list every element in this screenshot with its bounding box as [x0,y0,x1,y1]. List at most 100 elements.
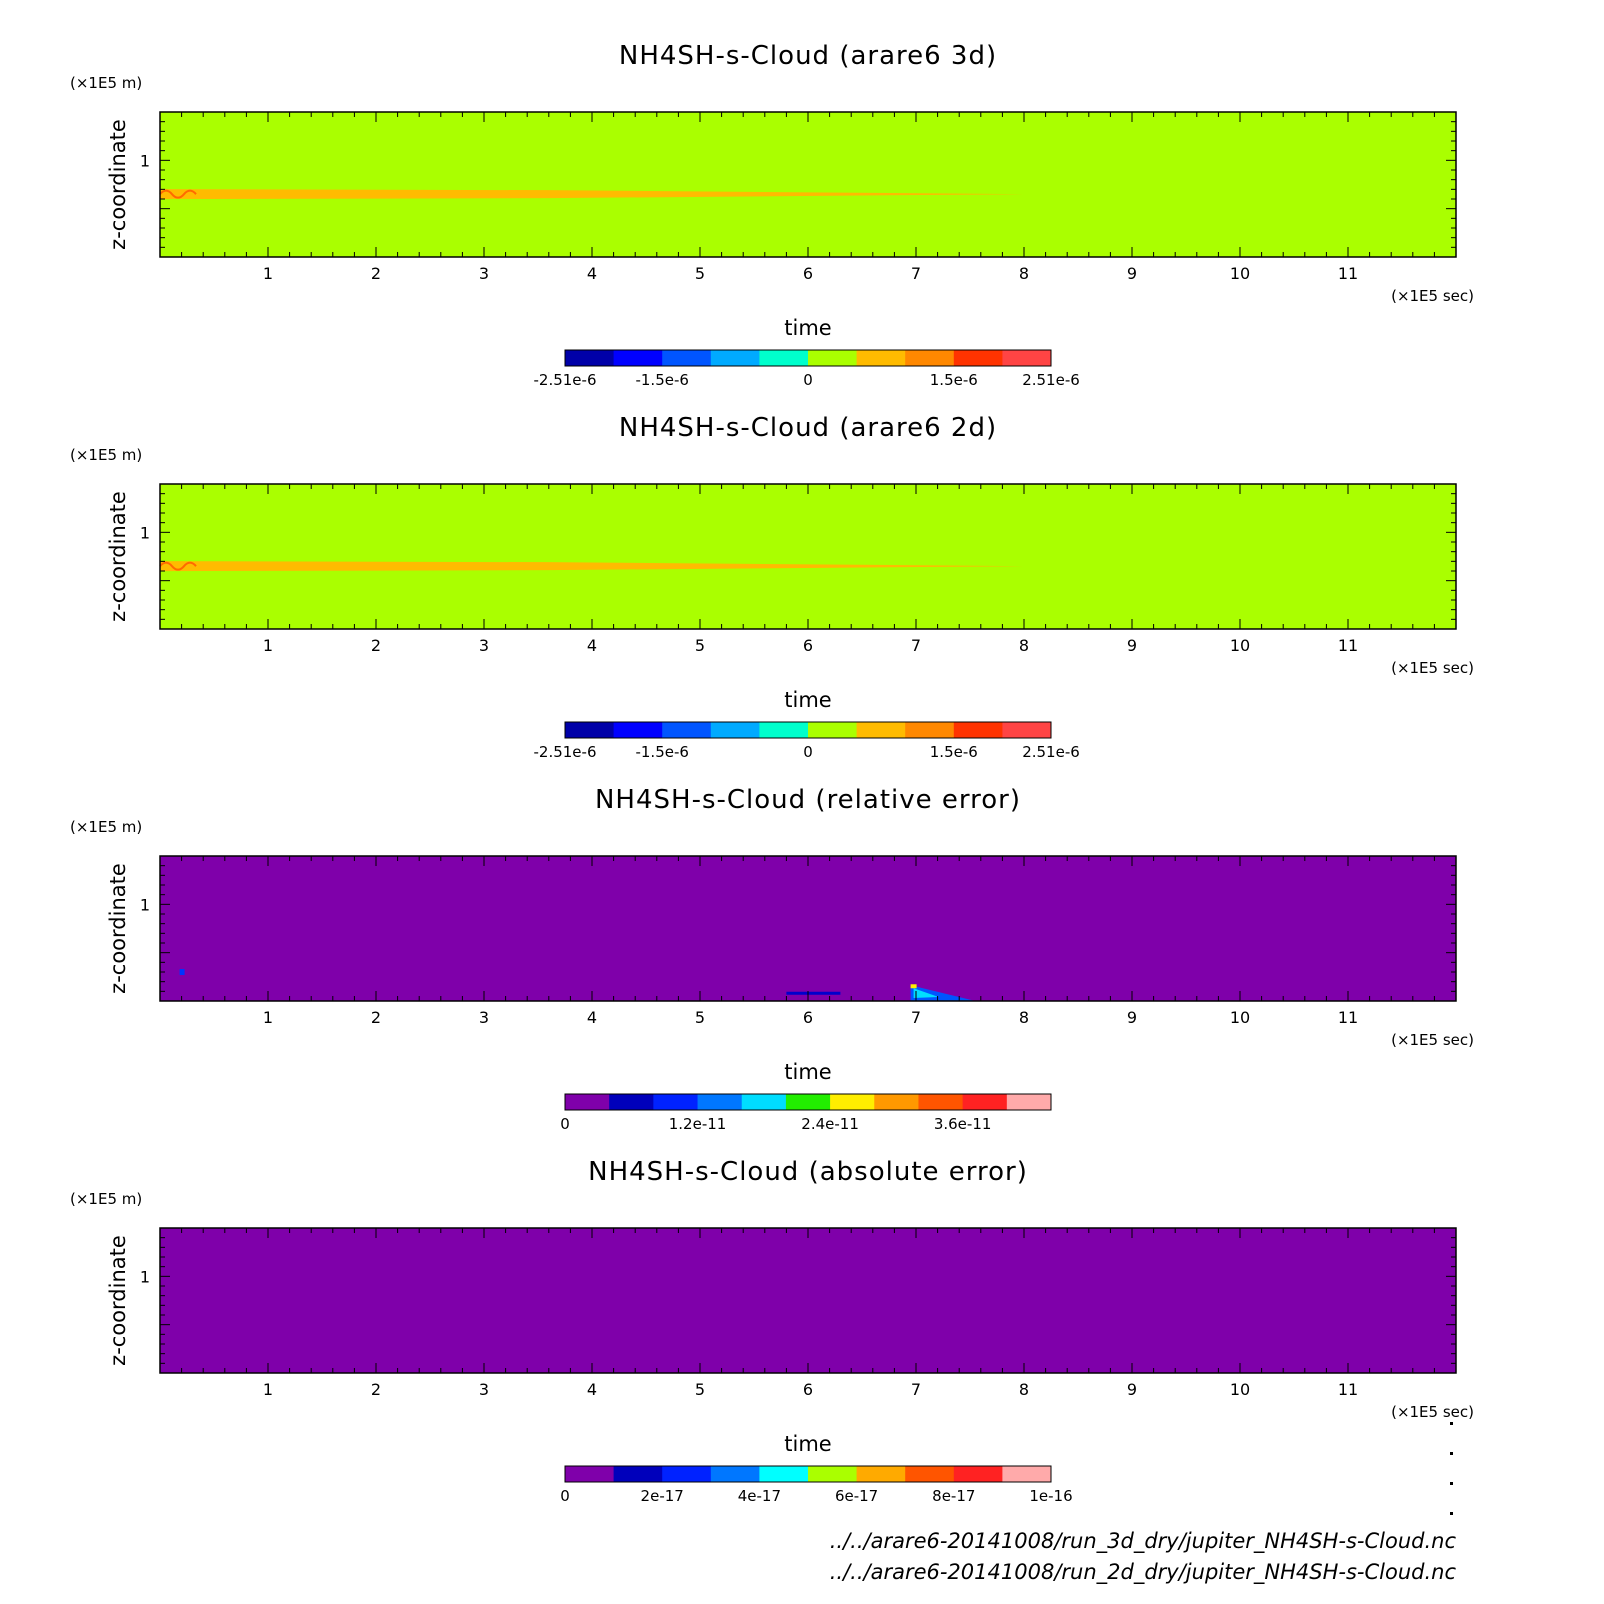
colorbar-label: -1.5e-6 [635,743,688,761]
colorbar-frame [564,1465,1052,1483]
colorbar-swatch [953,350,1003,366]
x-unit-label: (×1E5 sec) [1391,1031,1474,1049]
x-tick-label: 2 [371,264,381,283]
x-tick-label: 10 [1230,264,1250,283]
y-unit-label: (×1E5 m) [70,818,142,836]
colorbar-swatch [962,1094,1008,1110]
x-tick-label: 4 [587,636,597,655]
colorbar-label: 1e-16 [1029,1487,1072,1505]
colorbar-swatch [856,722,906,738]
x-tick-label: 5 [695,1008,705,1027]
x-tick-label: 1 [263,1380,273,1399]
heatmap-field [160,484,1456,629]
colorbar-swatch [759,722,809,738]
colorbar-label: 2e-17 [641,1487,684,1505]
footer-dot [1450,1482,1453,1485]
colorbar-swatch [653,1094,699,1110]
x-tick-label: 5 [695,264,705,283]
colorbar-swatch [565,350,615,366]
x-tick-label: 6 [803,264,813,283]
x-tick-label: 6 [803,1008,813,1027]
x-tick-label: 8 [1019,636,1029,655]
colorbar-swatch [918,1094,964,1110]
colorbar-swatch [662,1466,712,1482]
colorbar-frame [564,1093,1052,1111]
colorbar-swatch [710,350,760,366]
colorbar-frame [564,349,1052,367]
colorbar-label: 2.51e-6 [1022,743,1080,761]
y-tick-label: 1 [140,151,150,170]
colorbar-swatch [856,1466,906,1482]
colorbar-swatch [1002,350,1052,366]
colorbar-swatch [662,350,712,366]
x-tick-label: 6 [803,636,813,655]
x-tick-label: 10 [1230,636,1250,655]
colorbar-label: 1.5e-6 [930,743,978,761]
x-tick-label: 3 [479,1008,489,1027]
y-unit-label: (×1E5 m) [70,74,142,92]
x-tick-label: 4 [587,1008,597,1027]
colorbar-swatch [565,1466,615,1482]
colorbar-swatch [874,1094,919,1110]
x-tick-label: 3 [479,636,489,655]
y-axis-label: z-coordinate [106,491,130,622]
colorbar-swatch [905,350,955,366]
colorbar-label: 0 [803,743,813,761]
x-unit-label: (×1E5 sec) [1391,659,1474,677]
x-tick-label: 1 [263,636,273,655]
colorbar-swatch [613,350,663,366]
footer-dot [1450,1512,1453,1515]
colorbar-frame [564,721,1052,739]
x-tick-label: 3 [479,264,489,283]
cloud-band [160,189,1024,200]
x-tick-label: 9 [1127,1380,1137,1399]
colorbar-swatch [565,1094,610,1110]
colorbar-swatch [856,350,906,366]
colorbar-swatch [953,722,1003,738]
footer-file-2d: ../../arare6-20141008/run_2d_dry/jupiter… [830,1560,1457,1585]
colorbar-label: 8e-17 [932,1487,975,1505]
x-unit-label: (×1E5 sec) [1391,1403,1474,1421]
error-streak [786,991,841,995]
colorbar-swatch [759,350,809,366]
x-tick-label: 9 [1127,264,1137,283]
heatmap-field [160,112,1456,257]
colorbar-swatch [609,1094,654,1110]
x-tick-label: 5 [695,1380,705,1399]
chart-panel-3: NH4SH-s-Cloud (relative error) (×1E5 m) z-… [70,785,1474,1133]
colorbar-label: 2.4e-11 [801,1115,859,1133]
x-tick-label: 6 [803,1380,813,1399]
colorbar-swatch [741,1094,787,1110]
colorbar-swatch [1002,1466,1052,1482]
colorbar-swatch [613,1466,663,1482]
error-wedge-peak [910,984,917,989]
chart-panel-1: NH4SH-s-Cloud (arare6 3d) (×1E5 m) z-coord… [70,41,1474,389]
colorbar-swatch [830,1094,875,1110]
chart-title: NH4SH-s-Cloud (relative error) [595,785,1021,815]
cloud-band-wiggle [159,561,197,571]
y-tick-label: 1 [140,1267,150,1286]
colorbar-label: 0 [803,371,813,389]
colorbar-swatch [808,350,858,366]
error-spot [179,969,185,975]
x-tick-label: 2 [371,1008,381,1027]
x-tick-label: 2 [371,636,381,655]
x-tick-label: 10 [1230,1380,1250,1399]
colorbar-label: 6e-17 [835,1487,878,1505]
y-axis-label: z-coordinate [106,1235,130,1366]
colorbar-label: 0 [560,1115,570,1133]
x-tick-label: 11 [1338,636,1358,655]
heatmap-field [160,856,1456,1001]
y-tick-label: 1 [140,895,150,914]
colorbar-label: 0 [560,1487,570,1505]
x-tick-label: 9 [1127,1008,1137,1027]
heatmap-field [160,1228,1456,1373]
colorbar-swatch [905,722,955,738]
x-tick-label: 4 [587,264,597,283]
x-tick-label: 11 [1338,1008,1358,1027]
colorbar-label: 1.5e-6 [930,371,978,389]
x-tick-label: 1 [263,264,273,283]
footer: ../../arare6-20141008/run_3d_dry/jupiter… [830,1422,1457,1585]
colorbar-label: 4e-17 [738,1487,781,1505]
